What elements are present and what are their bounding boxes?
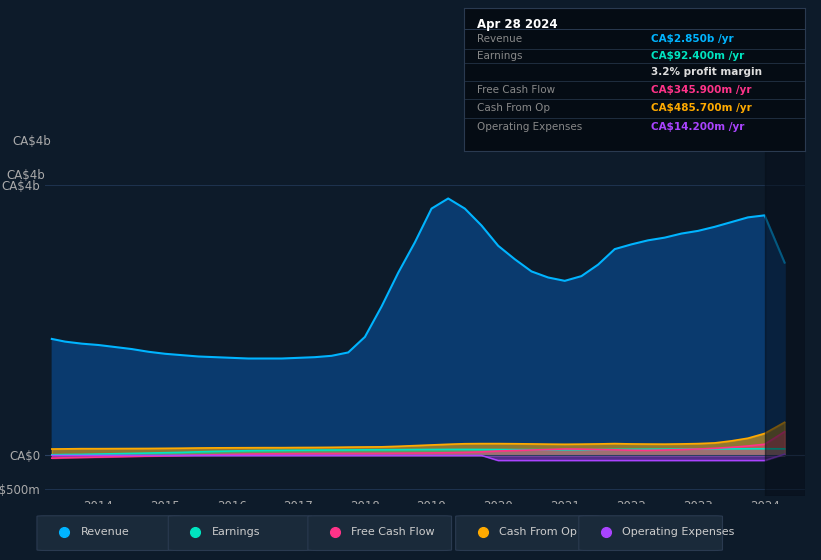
Text: Cash From Op: Cash From Op xyxy=(499,527,577,537)
Text: 3.2% profit margin: 3.2% profit margin xyxy=(651,67,762,77)
Text: Cash From Op: Cash From Op xyxy=(478,104,551,113)
Text: Operating Expenses: Operating Expenses xyxy=(478,122,583,132)
FancyBboxPatch shape xyxy=(37,516,181,550)
Text: Revenue: Revenue xyxy=(80,527,129,537)
Text: Free Cash Flow: Free Cash Flow xyxy=(478,85,556,95)
Text: Earnings: Earnings xyxy=(212,527,260,537)
Text: CA$14.200m /yr: CA$14.200m /yr xyxy=(651,122,745,132)
FancyBboxPatch shape xyxy=(579,516,722,550)
FancyBboxPatch shape xyxy=(308,516,452,550)
Text: Earnings: Earnings xyxy=(478,51,523,61)
Text: CA$92.400m /yr: CA$92.400m /yr xyxy=(651,51,745,61)
FancyBboxPatch shape xyxy=(168,516,312,550)
Text: Operating Expenses: Operating Expenses xyxy=(622,527,735,537)
Text: CA$485.700m /yr: CA$485.700m /yr xyxy=(651,104,752,113)
Text: Free Cash Flow: Free Cash Flow xyxy=(351,527,435,537)
Text: CA$4b: CA$4b xyxy=(7,169,45,181)
FancyBboxPatch shape xyxy=(456,516,599,550)
Text: CA$4b: CA$4b xyxy=(12,136,51,148)
Text: Apr 28 2024: Apr 28 2024 xyxy=(478,18,558,31)
Text: CA$2.850b /yr: CA$2.850b /yr xyxy=(651,34,734,44)
Text: Revenue: Revenue xyxy=(478,34,523,44)
Text: CA$345.900m /yr: CA$345.900m /yr xyxy=(651,85,752,95)
Bar xyxy=(764,151,805,496)
